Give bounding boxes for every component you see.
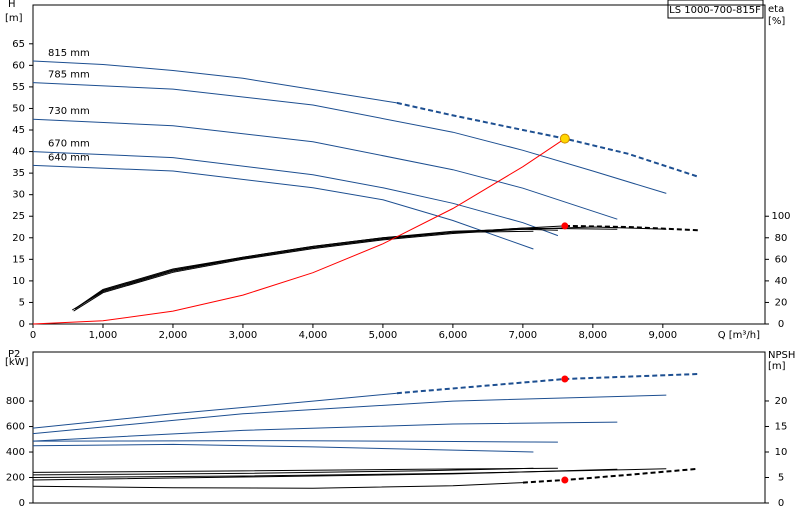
curve [77,230,534,308]
curve [32,118,618,220]
curve-label: 670 mm [48,139,90,150]
curve [74,227,618,310]
y-tick-label: 45 [12,125,25,136]
x-tick-label: 1,000 [89,330,118,341]
y2-tick-label: 10 [775,447,788,458]
y-tick-label: 200 [6,473,25,484]
y2-axis-unit: [%] [768,16,785,27]
curve [32,467,558,473]
y2-tick-label: 100 [771,211,790,222]
y-axis-label: H [8,0,16,10]
y-tick-label: 0 [19,319,25,330]
curve-label: 730 mm [48,106,90,117]
y2-axis-label: eta [768,4,784,15]
curve-label: 640 mm [48,152,90,163]
x-tick-label: 7,000 [509,330,538,341]
x-tick-label: 6,000 [439,330,468,341]
y-tick-label: 800 [6,396,25,407]
curve [32,394,667,435]
y-tick-label: 600 [6,422,25,433]
operating-point [559,133,570,144]
curve [32,151,559,237]
y-tick-label: 10 [12,276,25,287]
operating-point [561,375,569,383]
y2-tick-label: 5 [778,472,784,483]
y-axis-unit: [kW] [5,357,29,368]
y-tick-label: 20 [12,233,25,244]
plot-frame [32,351,766,504]
x-tick-label: 9,000 [649,330,678,341]
y2-tick-label: 80 [775,233,788,244]
y-tick-label: 50 [12,103,25,114]
y-tick-label: 5 [19,297,25,308]
y2-tick-label: 15 [775,421,788,432]
curve [32,440,558,443]
curve [32,468,618,481]
y-tick-label: 400 [6,447,25,458]
y-tick-label: 40 [12,147,25,158]
x-tick-label: 0 [30,330,36,341]
label-box-text: LS 1000-700-815F [669,5,761,16]
curve [32,443,534,453]
curve-label: 815 mm [48,48,90,59]
y-tick-label: 35 [12,168,25,179]
y-axis-unit: [m] [5,13,23,24]
y2-tick-label: 20 [775,297,788,308]
operating-point [561,476,569,484]
y-tick-label: 65 [12,39,25,50]
x-tick-label: 2,000 [159,330,188,341]
y2-tick-label: 60 [775,254,788,265]
curve [32,482,523,489]
curve [396,373,698,395]
y2-axis-label: NPSH [768,350,795,361]
y-tick-label: 30 [12,190,25,201]
y-tick-label: 60 [12,60,25,71]
curve [76,228,558,309]
y2-axis-unit: [m] [768,361,786,372]
plot-frame [32,4,766,325]
curve [396,101,699,178]
y2-tick-label: 0 [778,498,784,509]
y-tick-label: 55 [12,82,25,93]
operating-point [561,222,569,230]
curve [71,225,565,311]
curve [32,138,566,325]
y2-tick-label: 40 [775,276,788,287]
y-tick-label: 25 [12,211,25,222]
y-tick-label: 15 [12,254,25,265]
x-tick-label: 5,000 [369,330,398,341]
curve [522,467,698,484]
x-axis-label: Q [m³/h] [718,330,760,341]
x-tick-label: 3,000 [229,330,258,341]
curve [32,82,667,194]
x-tick-label: 4,000 [299,330,328,341]
curve [32,392,397,429]
x-tick-label: 8,000 [579,330,608,341]
y-axis-label: P2 [8,349,20,360]
curve [32,421,618,442]
y2-tick-label: 0 [778,319,784,330]
curve [32,164,534,250]
curve-label: 785 mm [48,70,90,81]
y2-tick-label: 20 [775,396,788,407]
curve [564,224,698,232]
curve [32,467,534,476]
y-tick-label: 0 [19,498,25,509]
curve [32,60,397,104]
